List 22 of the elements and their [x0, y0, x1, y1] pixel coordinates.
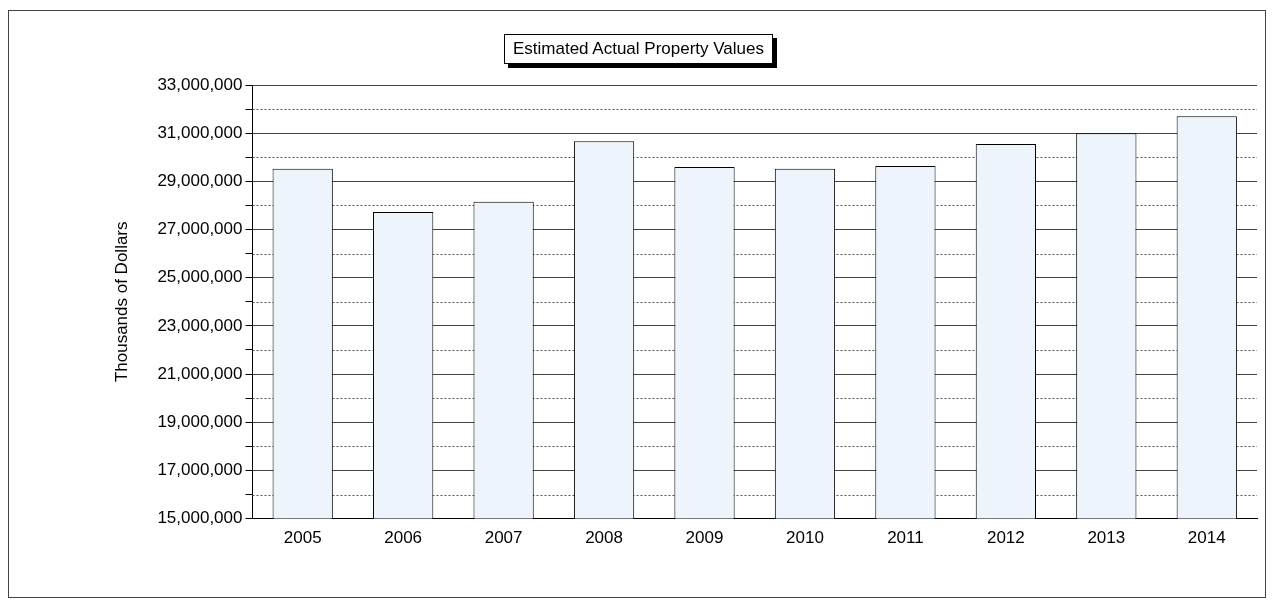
x-tick-label: 2013 [1087, 528, 1126, 548]
y-tick-label: 17,000,000 [157, 460, 243, 480]
y-axis-title: Thousands of Dollars [111, 221, 131, 383]
x-tick-label: 2007 [484, 528, 523, 548]
y-tick-label: 15,000,000 [157, 508, 243, 528]
chart-title: Estimated Actual Property Values [503, 34, 774, 64]
x-tick-label: 2005 [283, 528, 322, 548]
y-tick-label: 31,000,000 [157, 122, 243, 142]
y-tick-label: 29,000,000 [157, 171, 243, 191]
x-tick-label: 2010 [786, 528, 824, 548]
x-tick-label: 2006 [384, 528, 423, 548]
y-tick-label: 27,000,000 [157, 219, 243, 239]
y-tick-label: 19,000,000 [157, 411, 243, 431]
y-tick-label: 25,000,000 [157, 267, 243, 287]
y-tick-label: 33,000,000 [157, 74, 243, 94]
x-tick-label: 2014 [1187, 528, 1226, 548]
x-tick-label: 2009 [685, 528, 724, 548]
x-tick-label: 2012 [986, 528, 1025, 548]
y-tick-label: 23,000,000 [157, 315, 243, 335]
x-tick-label: 2011 [887, 528, 924, 548]
y-tick-label: 21,000,000 [157, 363, 243, 383]
x-tick-label: 2008 [585, 528, 623, 548]
